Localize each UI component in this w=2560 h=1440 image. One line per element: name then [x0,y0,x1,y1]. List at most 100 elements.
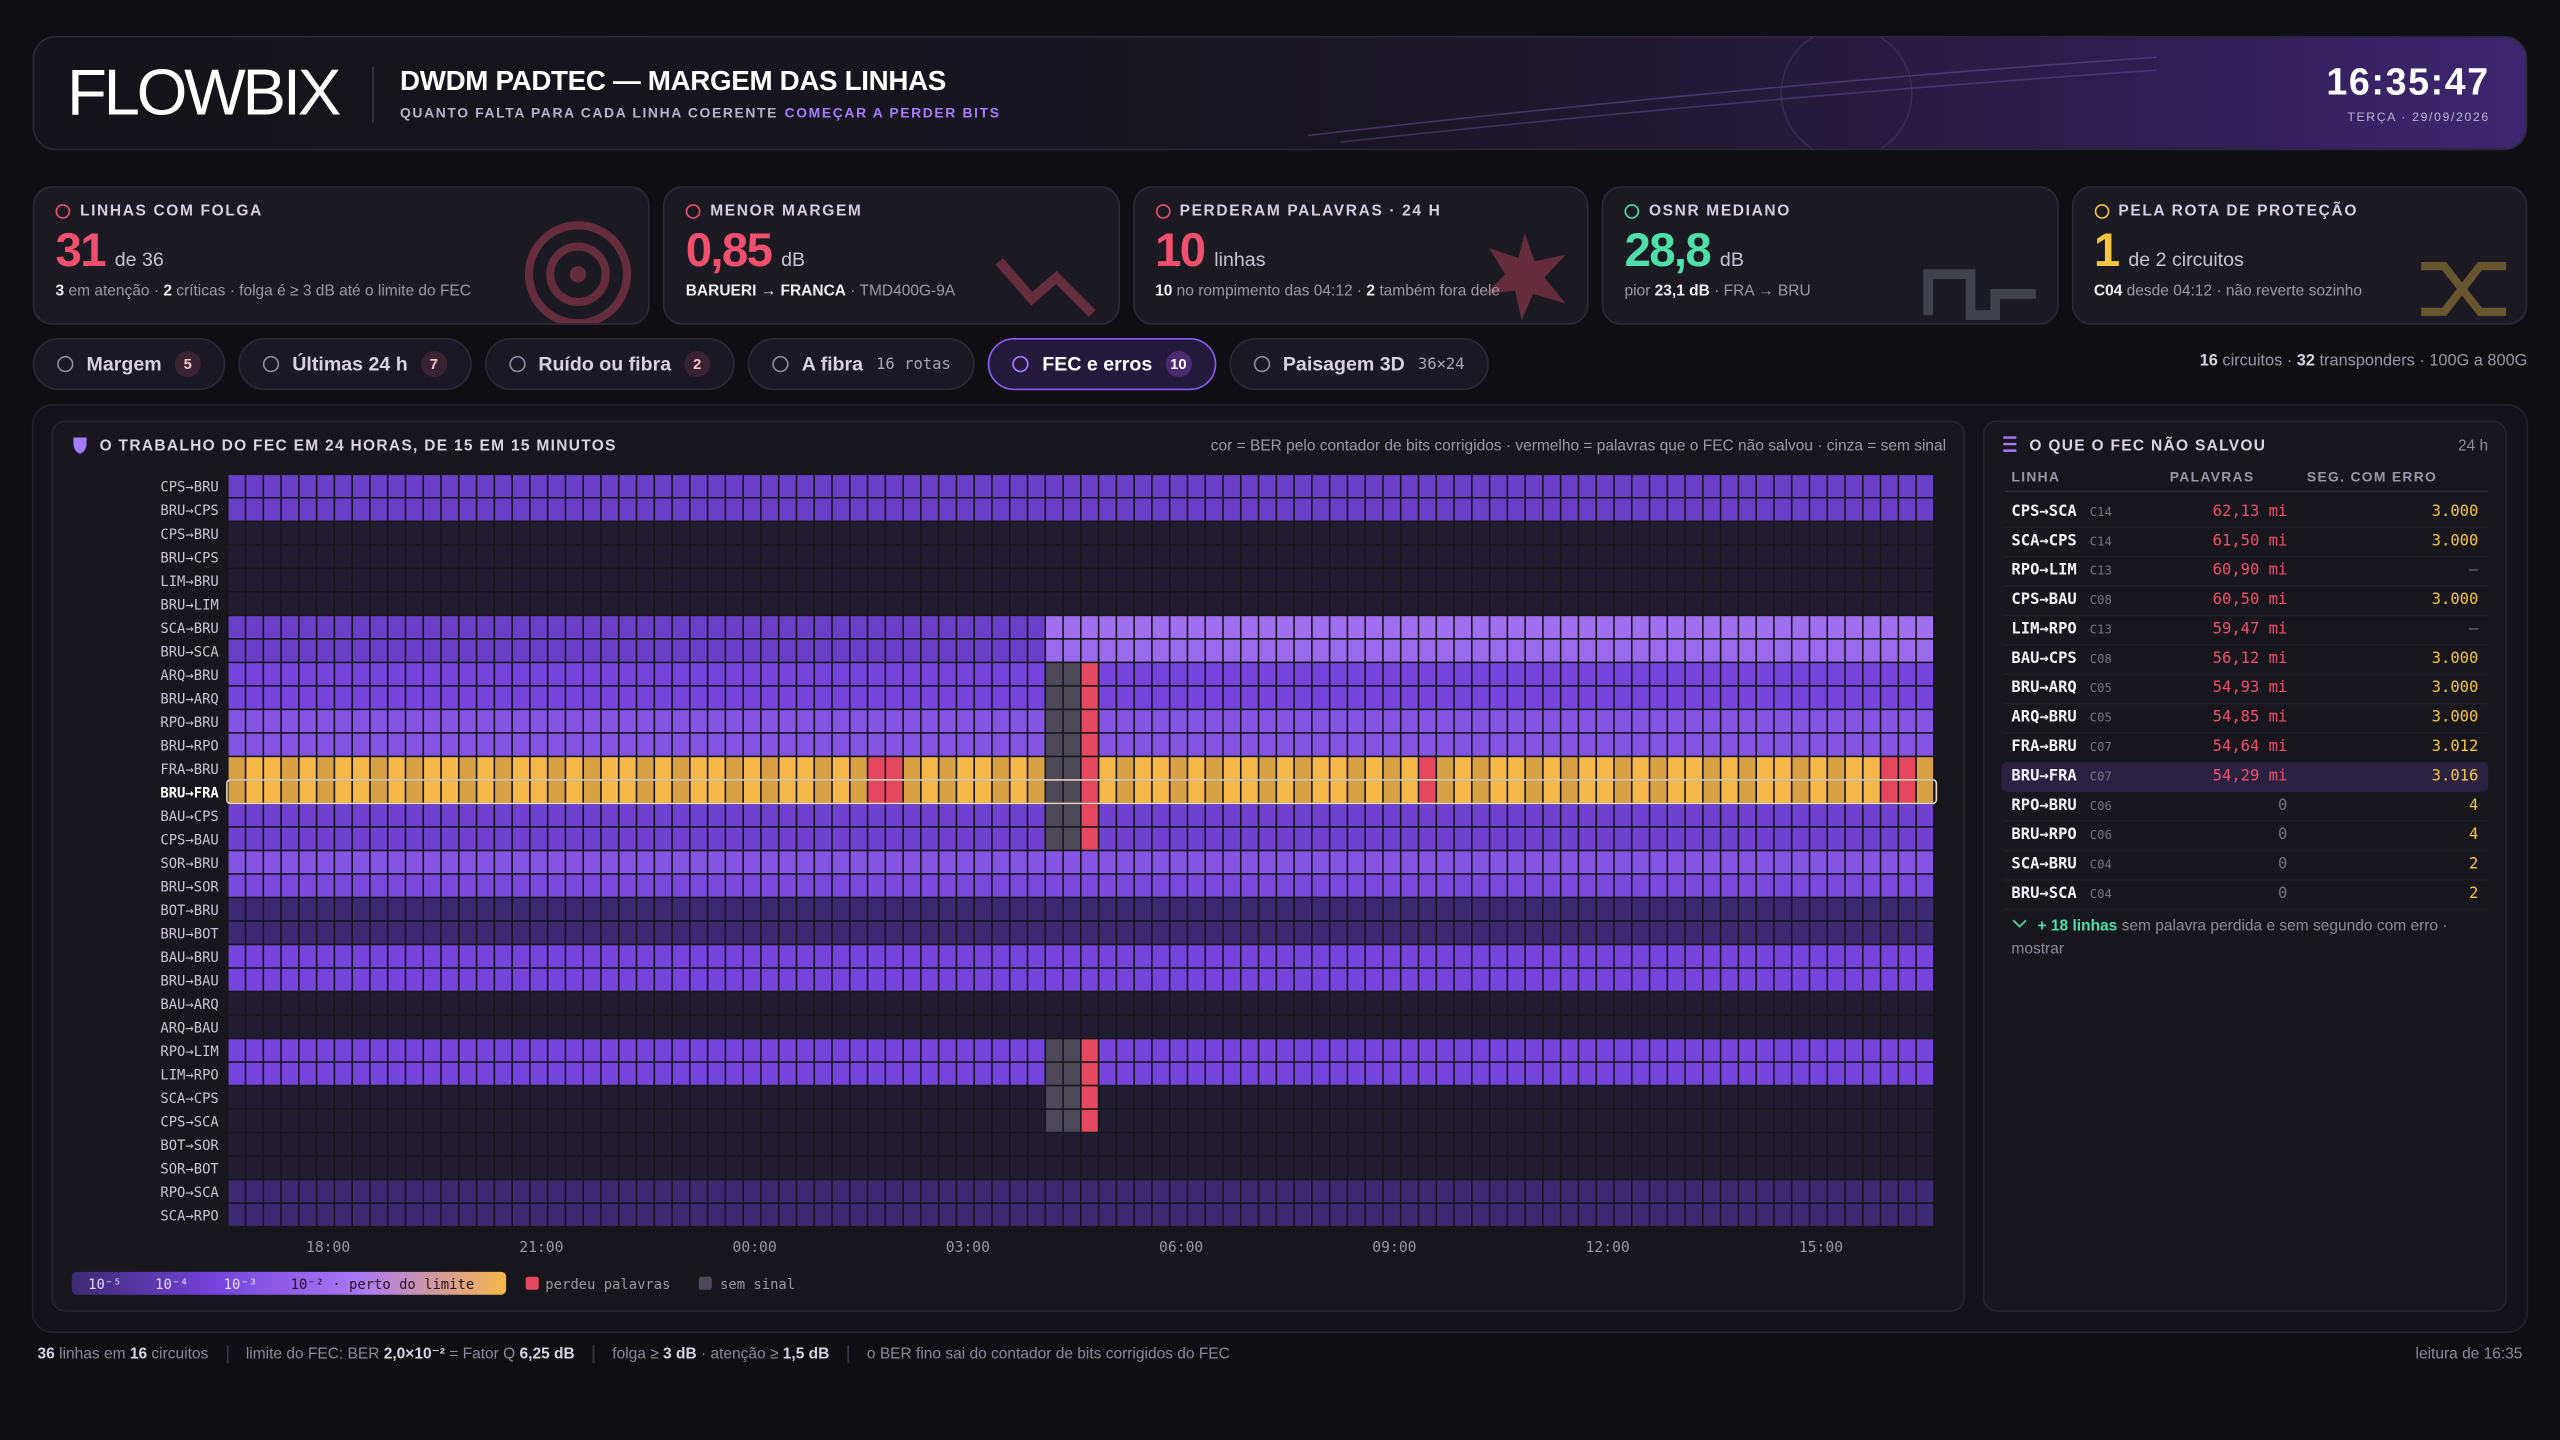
heatmap-cell [601,1086,618,1109]
heatmap-cell [1792,545,1809,568]
heatmap-cell [975,992,992,1015]
heatmap-cell [1916,1133,1934,1156]
heatmap-cell [1010,1109,1027,1132]
tab[interactable]: A fibra 16 rotas [747,337,976,391]
heatmap-cell [1348,475,1365,497]
heatmap-cell [512,780,530,803]
list-icon [2003,436,2017,452]
heatmap-cell [832,851,849,874]
heatmap-cell [1223,851,1240,874]
words-lost: 61,50 mi [2213,531,2288,549]
heatmap-cell [957,522,974,544]
heatmap-cell [299,616,316,639]
heatmap-cell [1170,1086,1187,1109]
tab[interactable]: Margem 5 [32,337,226,391]
heatmap-cell [299,992,316,1015]
heatmap-cell [1561,710,1578,733]
selected-row [2001,762,2489,792]
heatmap-cell [1010,1086,1027,1109]
heatmap-cell [1863,1133,1880,1156]
heatmap-cell [1668,898,1685,921]
heatmap-cell [619,616,636,639]
heatmap-cell [1134,851,1152,874]
heatmap-cell [228,968,245,991]
heatmap-cell [530,1156,547,1179]
heatmap-cell [495,569,512,592]
heatmap-cell [1152,569,1169,592]
heatmap-cell [1330,992,1347,1015]
heatmap-cell [246,1180,263,1203]
heatmap-cell [1454,898,1471,921]
heatmap-cell [548,733,565,756]
heatmap-cell [1774,639,1791,662]
heatmap-cell [779,874,796,897]
heatmap-cell [584,1086,601,1109]
subtitle-link[interactable]: COMEÇAR A PERDER BITS [784,104,1001,121]
heatmap-cell [1881,968,1898,991]
heatmap-cell [690,1062,707,1085]
heatmap-cell [1756,1086,1774,1109]
heatmap-cell [1881,827,1898,850]
heatmap-cell [1810,780,1827,803]
heatmap-cell [1081,898,1098,921]
heatmap-cell [903,592,921,615]
table-period: 24 h [2458,438,2488,455]
heatmap-cell [1134,522,1152,544]
heatmap-cell [1614,639,1631,662]
heatmap-cell [619,1156,636,1179]
heatmap-cell [1134,686,1152,709]
heatmap-cell [1099,663,1116,686]
circuit: C07 [2090,740,2112,754]
tab[interactable]: FEC e erros 10 [988,337,1216,391]
heatmap-cell [975,616,992,639]
heatmap-cell [708,1015,725,1038]
heatmap-cell [477,522,494,544]
heatmap-cell [832,1039,849,1062]
heatmap-cell [1010,710,1027,733]
heatmap-cell [1810,968,1827,991]
heatmap-cell [832,1086,849,1109]
heatmap-cell [424,851,441,874]
heatmap-cell [601,1180,618,1203]
heatmap-cell [601,475,618,497]
more-rows[interactable]: + 18 linhas sem palavra perdida e sem se… [2011,913,2478,962]
heatmap-cell [1437,851,1454,874]
heatmap-cell [886,992,903,1015]
heatmap-cell [1632,498,1649,521]
row-label: LIM→BRU [160,574,218,590]
heatmap-cell [921,592,938,615]
heatmap-cell [548,522,565,544]
heatmap-cell [1419,921,1436,944]
tab[interactable]: Paisagem 3D 36×24 [1228,337,1490,391]
heatmap-cell [1383,686,1400,709]
heatmap-cell [1756,898,1774,921]
heatmap-cell [957,545,974,568]
heatmap-cell [850,1109,867,1132]
heatmap-cell [370,992,387,1015]
heatmap-cell [1579,639,1596,662]
heatmap-cell [566,898,583,921]
heatmap-cell [1899,569,1916,592]
heatmap-cell [1454,1062,1471,1085]
heatmap-cell [1792,992,1809,1015]
heatmap-cell [1739,710,1756,733]
heatmap-cell [1206,616,1223,639]
heatmap-cell [601,522,618,544]
heatmap-cell [1490,498,1507,521]
heatmap-cell [459,569,476,592]
heatmap-cell [868,945,885,968]
heatmap-cell [495,1180,512,1203]
heatmap-cell [1739,1109,1756,1132]
heatmap-cell [406,498,423,521]
heatmap-cell [1881,475,1898,497]
heatmap-cell [335,780,352,803]
heatmap-cell [441,569,458,592]
heatmap-cell [1063,710,1080,733]
heatmap-cell [601,1156,618,1179]
tab[interactable]: Ruído ou fibra 2 [484,337,735,391]
heatmap-cell [708,1133,725,1156]
heatmap-cell [761,639,778,662]
heatmap-cell [1579,1062,1596,1085]
heatmap-cell [1277,780,1294,803]
